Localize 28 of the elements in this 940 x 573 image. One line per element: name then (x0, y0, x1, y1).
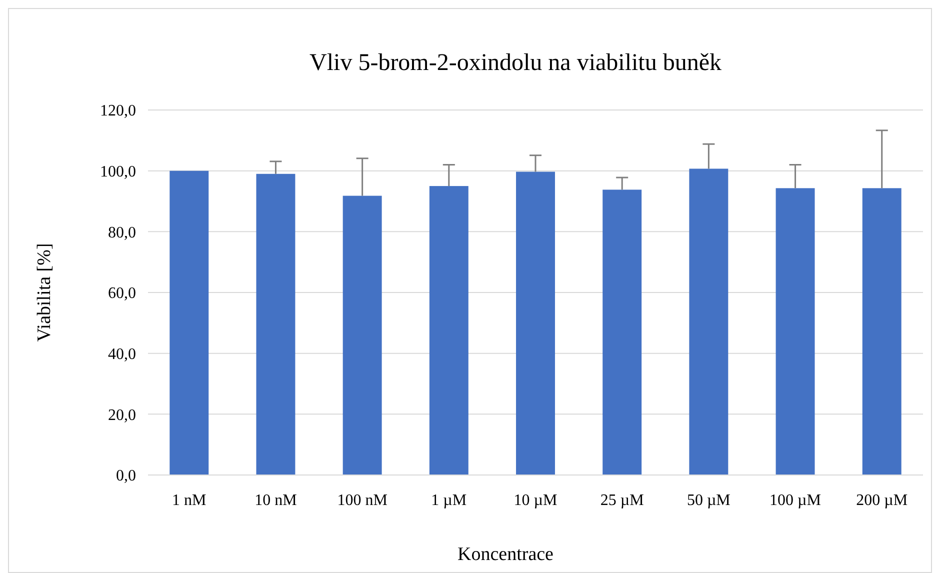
bar (602, 190, 642, 475)
bar (342, 196, 382, 475)
y-tick-label: 0,0 (116, 468, 136, 485)
x-tick-label: 200 µM (856, 492, 908, 509)
y-axis-title: Viabilita [%] (34, 243, 55, 342)
bar (429, 186, 468, 475)
x-axis-title: Koncentrace (458, 544, 554, 565)
y-tick-label: 80,0 (108, 224, 136, 242)
y-tick-label: 120,0 (100, 102, 136, 120)
y-tick-label: 20,0 (108, 406, 136, 424)
bar (256, 174, 296, 475)
x-tick-label: 10 nM (254, 492, 297, 509)
x-tick-label: 10 µM (514, 492, 558, 509)
chart-title: Vliv 5-brom-2-oxindolu na viabilitu buněk (310, 50, 722, 76)
bar (689, 168, 728, 475)
x-tick-label: 25 µM (600, 492, 644, 509)
bar (862, 188, 902, 475)
bar (516, 172, 555, 475)
y-tick-label: 100,0 (100, 163, 136, 180)
x-tick-label: 100 µM (770, 492, 822, 509)
bar (776, 188, 815, 475)
bar (170, 170, 209, 475)
x-tick-label: 1 µM (431, 492, 467, 509)
y-tick-label: 40,0 (108, 346, 136, 363)
x-tick-label: 1 nM (172, 492, 206, 509)
x-tick-label: 50 µM (686, 492, 730, 509)
x-tick-label: 100 nM (337, 492, 388, 509)
y-tick-label: 60,0 (108, 285, 136, 302)
